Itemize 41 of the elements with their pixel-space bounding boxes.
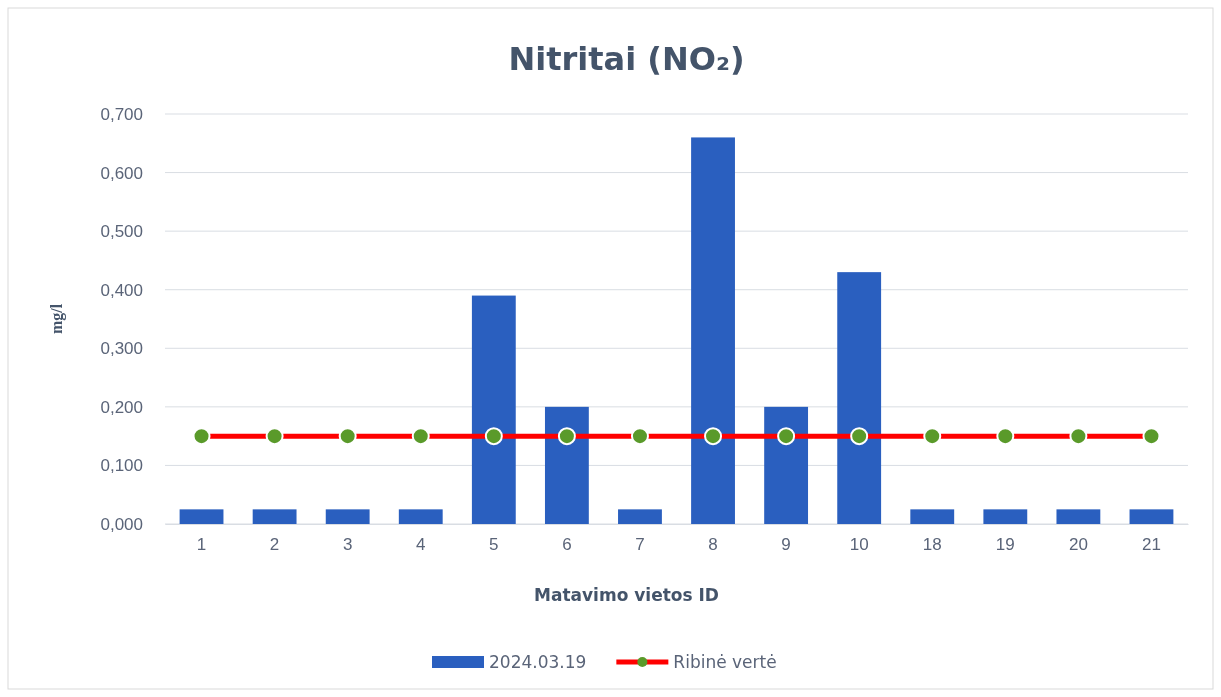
x-tick-label: 2 (269, 535, 280, 555)
bar (252, 509, 297, 524)
bar (910, 509, 955, 524)
x-tick-label: 9 (781, 535, 791, 555)
x-tick-label: 19 (995, 535, 1015, 555)
y-tick-label: 0,200 (100, 397, 143, 417)
x-tick-label: 5 (489, 535, 499, 555)
bar (398, 509, 443, 524)
y-tick-label: 0,400 (100, 280, 143, 300)
legend-label: Ribinė vertė (673, 652, 777, 672)
y-tick-label: 0,100 (100, 456, 143, 476)
y-tick-label: 0,000 (100, 514, 143, 534)
legend-label: 2024.03.19 (489, 652, 587, 672)
bar (983, 509, 1028, 524)
x-tick-label: 20 (1068, 535, 1088, 555)
bar (691, 137, 735, 524)
x-tick-label: 1 (196, 535, 207, 555)
y-tick-label: 0,700 (100, 104, 143, 124)
x-tick-label: 18 (922, 535, 942, 555)
bar (179, 509, 224, 524)
y-tick-label: 0,600 (100, 163, 143, 183)
y-tick-label: 0,500 (100, 222, 143, 242)
x-tick-label: 8 (708, 535, 718, 555)
bar (837, 272, 882, 524)
bar (764, 406, 809, 524)
x-axis-title: Matavimo vietos ID (534, 585, 719, 605)
bar (544, 406, 589, 524)
chart-title: Nitritai (NO₂) (508, 40, 745, 78)
x-tick-label: 21 (1142, 535, 1161, 555)
bar (618, 509, 662, 524)
bar (1129, 509, 1174, 524)
bar (1056, 509, 1101, 524)
x-tick-label: 3 (342, 535, 353, 555)
x-tick-label: 7 (635, 535, 645, 555)
y-tick-label: 0,300 (100, 339, 143, 359)
bar (325, 509, 370, 524)
y-axis-title: mg/l (48, 303, 66, 335)
x-tick-label: 6 (562, 535, 572, 555)
x-tick-label: 10 (849, 535, 869, 555)
x-tick-label: 4 (416, 535, 426, 555)
bar (471, 295, 516, 524)
